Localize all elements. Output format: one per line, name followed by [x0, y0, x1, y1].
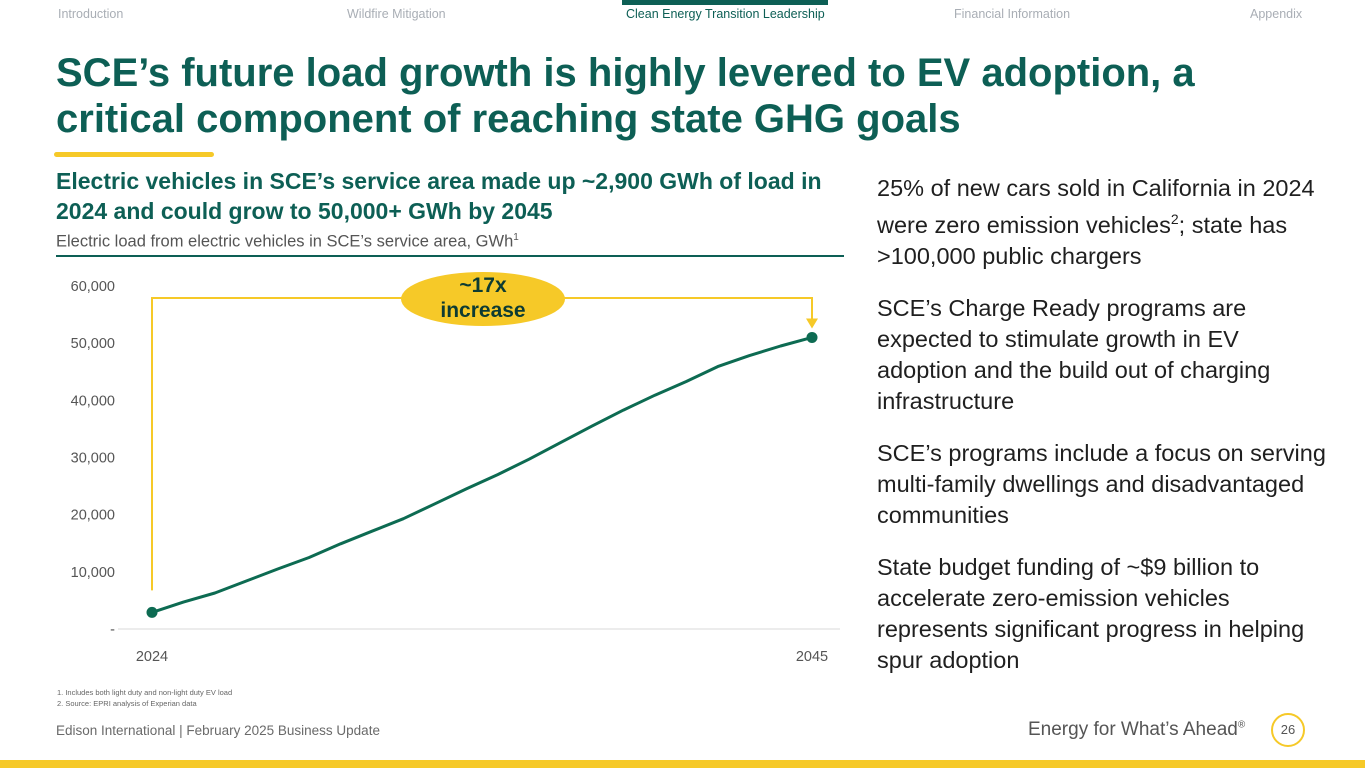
section-nav: Introduction Wildfire Mitigation Clean E…: [0, 0, 1365, 32]
tab-appendix[interactable]: Appendix: [1250, 7, 1303, 21]
bullet-item: SCE’s Charge Ready programs are expected…: [877, 294, 1271, 414]
chart-subtitle: Electric load from electric vehicles in …: [56, 232, 519, 252]
data-point-2024: [146, 606, 158, 618]
y-tick-label: 40,000: [71, 393, 115, 409]
page-number: 26: [1271, 713, 1305, 747]
callout-text-line2: increase: [440, 299, 525, 322]
y-tick-label: 50,000: [71, 336, 115, 352]
x-tick-label: 2045: [796, 649, 828, 665]
y-tick-label: 60,000: [71, 279, 115, 295]
bullet-item: SCE’s programs include a focus on servin…: [877, 439, 1326, 528]
bottom-accent-bar: [0, 760, 1365, 768]
footer-source: Edison International | February 2025 Bus…: [56, 723, 380, 738]
y-tick-label: -: [110, 622, 115, 638]
bullet-text: 25% of new cars sold in California in 20…: [877, 175, 1315, 238]
tab-wildfire-mitigation[interactable]: Wildfire Mitigation: [347, 7, 446, 21]
callout-bubble: [401, 272, 565, 326]
chart-divider: [56, 255, 844, 257]
bullet-item: 25% of new cars sold in California in 20…: [877, 173, 1327, 272]
chart-subtitle-text: Electric load from electric vehicles in …: [56, 232, 514, 251]
title-accent-bar: [54, 152, 214, 157]
footer-tagline: Energy for What’s Ahead®: [1028, 719, 1245, 741]
y-tick-label: 20,000: [71, 508, 115, 524]
y-tick-label: 30,000: [71, 451, 115, 467]
tab-introduction[interactable]: Introduction: [58, 7, 124, 21]
registered-mark: ®: [1237, 719, 1246, 731]
bullet-footnote-ref: 2: [1170, 211, 1179, 227]
page-title: SCE’s future load growth is highly lever…: [56, 51, 1195, 141]
tagline-text: Energy for What’s Ahead: [1028, 719, 1238, 740]
x-tick-label: 2024: [136, 649, 168, 665]
chart-subtitle-footnote-ref: 1: [513, 232, 519, 243]
footnotes: 1. Includes both light duty and non-ligh…: [57, 687, 232, 709]
data-point-2045: [806, 331, 818, 343]
ev-load-line-chart: - 10,000 20,000 30,000 40,000 50,000 60,000 202…: [71, 272, 840, 665]
bullet-text-tail: ; state has >100,000 public chargers: [877, 211, 1288, 269]
tab-clean-energy[interactable]: Clean Energy Transition Leadership: [626, 7, 825, 21]
bullet-list: 25% of new cars sold in California in 20…: [877, 173, 1327, 697]
series-line-ev-load: [150, 335, 814, 614]
chart-heading: Electric vehicles in SCE’s service area …: [56, 168, 822, 224]
increase-bracket: [151, 297, 813, 591]
footnote-1: 1. Includes both light duty and non-ligh…: [57, 688, 233, 697]
active-tab-indicator: [622, 0, 828, 5]
y-tick-label: 10,000: [71, 565, 115, 581]
tab-financial-information[interactable]: Financial Information: [954, 7, 1071, 21]
callout-text-line1: ~17x: [459, 274, 507, 297]
footnote-2: 2. Source: EPRI analysis of Experian dat…: [57, 699, 197, 708]
bracket-arrowhead: [806, 318, 818, 329]
bullet-item: State budget funding of ~$9 billion to a…: [877, 553, 1305, 673]
